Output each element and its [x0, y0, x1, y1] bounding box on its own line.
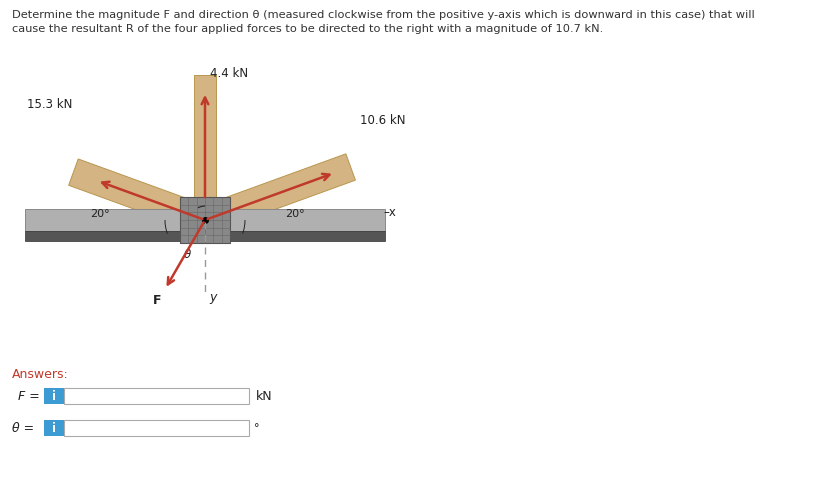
Text: θ =: θ = [12, 422, 34, 434]
Text: O: O [209, 224, 217, 234]
Text: 20°: 20° [285, 209, 305, 219]
Text: θ: θ [184, 248, 190, 262]
Text: y: y [209, 291, 216, 305]
Text: °: ° [254, 423, 259, 433]
Bar [180, 197, 230, 243]
Text: 15.3 kN: 15.3 kN [27, 98, 72, 112]
Polygon shape [201, 154, 356, 233]
Bar [25, 231, 385, 241]
Text: cause the resultant R of the four applied forces to be directed to the right wit: cause the resultant R of the four applie… [12, 24, 603, 34]
Bar [44, 388, 64, 404]
Text: 4.4 kN: 4.4 kN [210, 67, 248, 80]
Bar [64, 420, 249, 436]
Text: 10.6 kN: 10.6 kN [360, 114, 405, 126]
Bar [25, 209, 385, 231]
Polygon shape [194, 75, 216, 220]
Bar [64, 388, 249, 404]
Bar [44, 420, 64, 436]
Text: kN: kN [256, 390, 273, 402]
Text: i: i [52, 422, 56, 434]
Text: F =: F = [18, 390, 39, 402]
Text: –x: –x [383, 206, 396, 218]
Text: F: F [153, 294, 161, 308]
Text: Answers:: Answers: [12, 368, 69, 381]
Polygon shape [69, 159, 210, 233]
Text: 20°: 20° [90, 209, 110, 219]
Text: i: i [52, 390, 56, 402]
Text: Determine the magnitude F and direction θ (measured clockwise from the positive : Determine the magnitude F and direction … [12, 10, 755, 20]
